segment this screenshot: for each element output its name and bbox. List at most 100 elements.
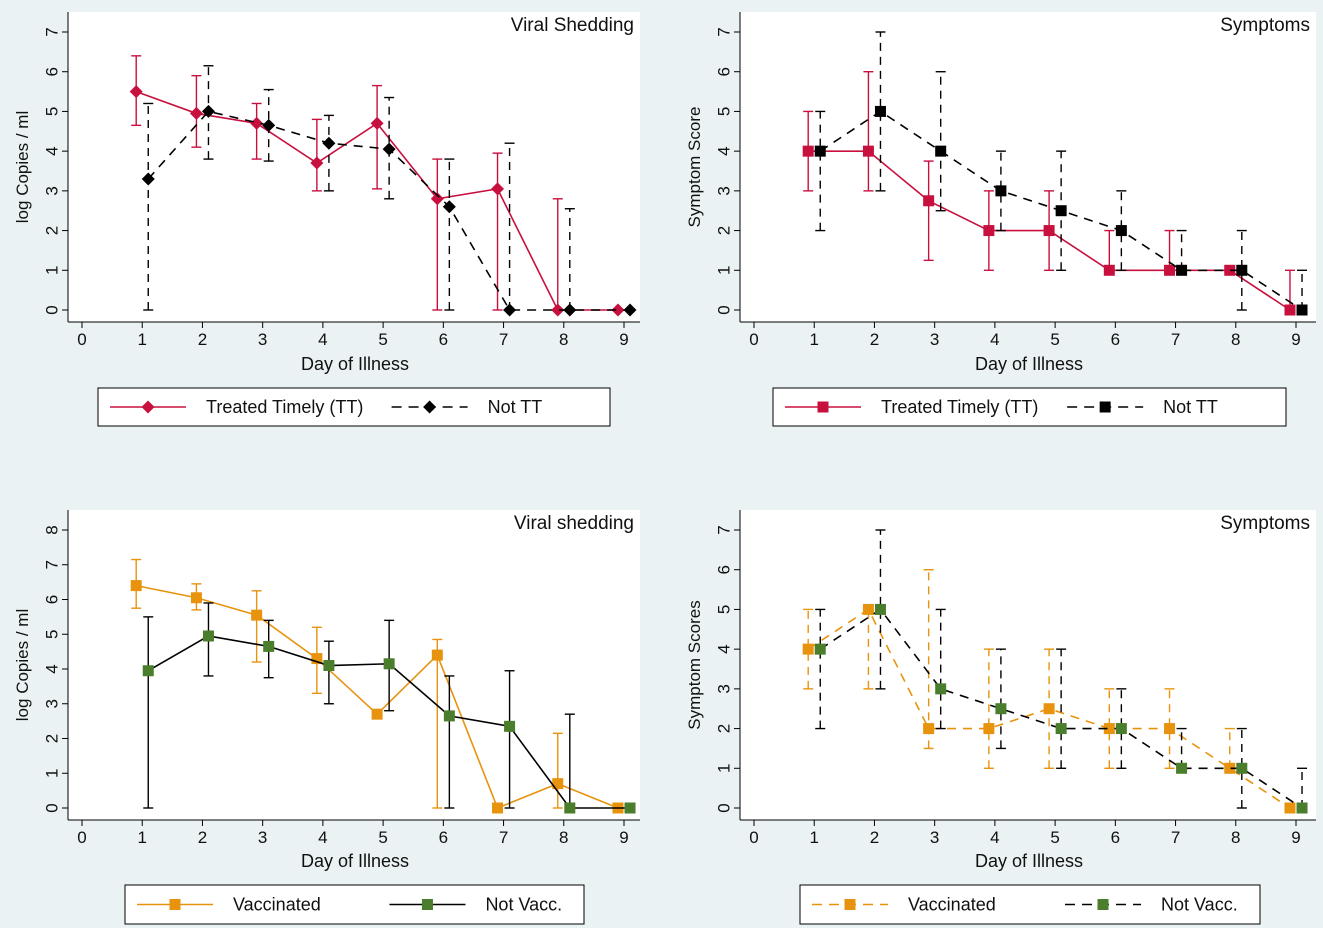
data-point: [611, 303, 625, 317]
data-point: [201, 104, 215, 118]
data-point: [250, 116, 264, 130]
x-tick-label: 9: [1291, 330, 1300, 349]
data-point: [189, 106, 203, 120]
x-tick-label: 5: [378, 828, 387, 847]
data-point: [430, 192, 444, 206]
data-point: [802, 643, 814, 655]
y-tick-label: 0: [42, 803, 61, 812]
legend-box: [799, 884, 1261, 925]
x-tick-label: 0: [77, 828, 86, 847]
x-tick-label: 7: [1171, 828, 1180, 847]
x-tick-label: 9: [619, 828, 628, 847]
data-point: [1296, 304, 1308, 316]
x-tick-label: 3: [930, 828, 939, 847]
data-point: [983, 723, 995, 735]
x-tick-label: 6: [1111, 828, 1120, 847]
data-point: [862, 603, 874, 615]
data-point: [311, 653, 323, 665]
legend-swatch-marker: [817, 401, 829, 413]
data-point: [370, 116, 384, 130]
data-point: [1043, 703, 1055, 715]
legend-label: Not TT: [1163, 397, 1218, 417]
data-point: [130, 580, 142, 592]
y-tick-label: 3: [714, 186, 733, 195]
x-tick-label: 0: [749, 828, 758, 847]
y-tick-label: 3: [42, 186, 61, 195]
y-tick-label: 4: [714, 644, 733, 653]
series-1: [129, 55, 625, 317]
legend-swatch-marker: [421, 899, 433, 910]
legend-label: Vaccinated: [908, 895, 996, 915]
series-line: [807, 608, 1291, 809]
data-point: [371, 708, 383, 720]
data-point: [1224, 264, 1236, 276]
x-tick-label: 2: [198, 330, 207, 349]
x-tick-label: 7: [499, 330, 508, 349]
y-tick-label: 7: [714, 525, 733, 534]
data-point: [935, 145, 947, 157]
y-tick-label: 5: [42, 630, 61, 639]
x-tick-label: 5: [1050, 330, 1059, 349]
y-tick-label: 5: [714, 605, 733, 614]
data-point: [310, 156, 324, 170]
series-2: [141, 65, 637, 317]
data-point: [323, 660, 335, 672]
data-point: [935, 683, 947, 695]
data-point: [141, 172, 155, 186]
legend-label: Not Vacc.: [485, 895, 562, 915]
y-tick-label: 6: [714, 67, 733, 76]
y-tick-label: 5: [42, 107, 61, 116]
data-point: [1236, 762, 1248, 774]
x-tick-label: 9: [1291, 828, 1300, 847]
legend-swatch-marker: [423, 400, 437, 414]
data-point: [383, 658, 395, 670]
x-tick-label: 4: [990, 330, 999, 349]
x-axis-label: Day of Illness: [975, 354, 1083, 374]
y-axis-label: log Copies / ml: [13, 111, 32, 223]
data-point: [862, 145, 874, 157]
series-2: [814, 529, 1308, 814]
y-tick-label: 0: [42, 305, 61, 314]
legend: Vaccinated Not Vacc.: [124, 884, 585, 925]
data-point: [262, 118, 276, 132]
data-point: [874, 603, 886, 615]
data-point: [129, 85, 143, 99]
data-point: [202, 630, 214, 642]
x-tick-label: 1: [809, 330, 818, 349]
series-2: [142, 602, 636, 814]
x-axis-label: Day of Illness: [975, 851, 1083, 871]
y-tick-label: 1: [714, 764, 733, 773]
series-1: [130, 558, 624, 814]
chart-panel-3: 0 1 2 3 4 5 6 7 8 0 1 2 3 4 5 6 7 8 9 Viral shedding Day of …: [13, 510, 640, 925]
plot-area: [68, 12, 640, 322]
data-point: [563, 303, 577, 317]
legend-label: Treated Timely (TT): [881, 397, 1038, 417]
x-tick-label: 9: [619, 330, 628, 349]
series-1: [802, 71, 1296, 316]
data-point: [623, 303, 637, 317]
legend-swatch-marker: [169, 899, 181, 910]
data-point: [1055, 723, 1067, 735]
x-tick-label: 7: [499, 828, 508, 847]
data-point: [923, 195, 935, 207]
x-tick-label: 3: [930, 330, 939, 349]
data-point: [1224, 762, 1236, 774]
legend-label: Vaccinated: [233, 895, 321, 915]
x-tick-label: 5: [378, 330, 387, 349]
data-point: [142, 665, 154, 677]
x-tick-label: 6: [1111, 330, 1120, 349]
x-tick-label: 1: [137, 330, 146, 349]
x-tick-label: 0: [749, 330, 758, 349]
chart-title: Viral Shedding: [511, 15, 634, 36]
y-tick-label: 7: [42, 27, 61, 36]
legend: Vaccinated Not Vacc.: [799, 884, 1261, 925]
chart-panel-2: 0 1 2 3 4 5 6 7 0 1 2 3 4 5 6 7 8 9 Symptoms Day of Illness…: [685, 12, 1316, 427]
x-tick-label: 8: [559, 330, 568, 349]
legend-label: Treated Timely (TT): [206, 397, 363, 417]
legend-swatch-marker: [1097, 899, 1109, 910]
data-point: [874, 105, 886, 117]
data-point: [1055, 205, 1067, 217]
x-tick-label: 8: [1231, 330, 1240, 349]
data-point: [552, 778, 564, 790]
x-tick-label: 3: [258, 330, 267, 349]
